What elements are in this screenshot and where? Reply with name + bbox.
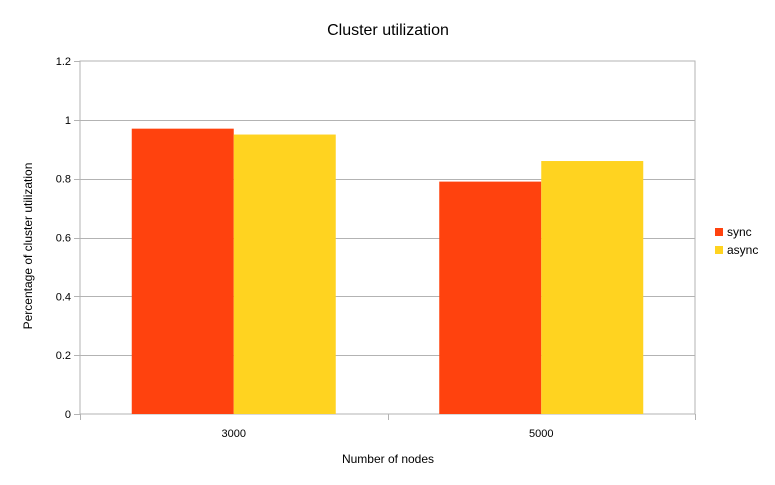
y-tick-label: 1 bbox=[65, 115, 71, 127]
legend-swatch-sync bbox=[715, 228, 723, 236]
x-tick-label: 3000 bbox=[222, 428, 246, 440]
x-axis-ticks: 3000 5000 bbox=[80, 414, 696, 440]
y-axis-ticks: 0 0.2 0.4 0.6 0.8 1 1.2 bbox=[56, 56, 80, 421]
y-tick-label: 0.6 bbox=[56, 233, 71, 245]
bar-sync-5000 bbox=[439, 181, 542, 414]
bars bbox=[131, 128, 644, 415]
y-tick-label: 0.2 bbox=[56, 350, 71, 362]
legend-swatch-async bbox=[715, 246, 723, 254]
bar-async-3000 bbox=[233, 134, 336, 414]
legend: sync async bbox=[715, 225, 758, 257]
bar-async-5000 bbox=[541, 161, 644, 414]
y-tick-label: 1.2 bbox=[56, 56, 71, 68]
legend-label-async: async bbox=[727, 243, 758, 257]
x-axis-label: Number of nodes bbox=[342, 452, 434, 466]
y-axis-label: Percentage of cluster utilization bbox=[21, 163, 35, 330]
y-tick-label: 0.8 bbox=[56, 174, 71, 186]
chart-title: Cluster utilization bbox=[327, 22, 449, 39]
legend-label-sync: sync bbox=[727, 225, 752, 239]
bar-sync-3000 bbox=[131, 128, 234, 415]
y-tick-label: 0.4 bbox=[56, 291, 71, 303]
y-tick-label: 0 bbox=[65, 409, 71, 421]
x-tick-label: 5000 bbox=[529, 428, 553, 440]
